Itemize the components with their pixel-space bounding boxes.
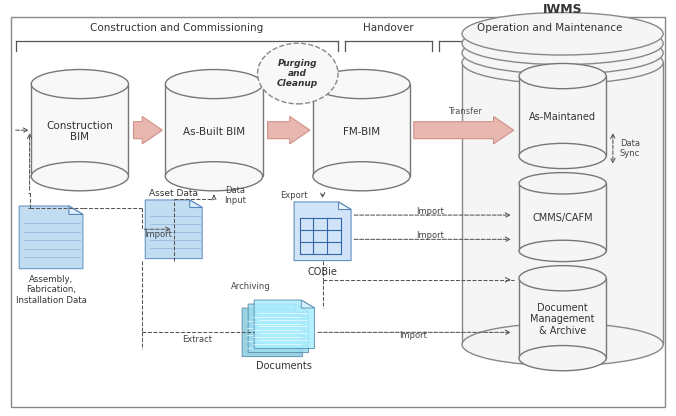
Bar — [462, 62, 663, 344]
Ellipse shape — [31, 69, 128, 99]
Ellipse shape — [519, 144, 606, 168]
Text: CMMS/CAFM: CMMS/CAFM — [532, 213, 593, 223]
Text: Asset Data: Asset Data — [149, 189, 198, 198]
Text: Purging
and
Cleanup: Purging and Cleanup — [277, 59, 318, 89]
Polygon shape — [190, 200, 202, 208]
Text: COBie: COBie — [308, 267, 337, 277]
Bar — [519, 76, 606, 156]
Polygon shape — [295, 304, 308, 312]
Ellipse shape — [31, 162, 128, 191]
Polygon shape — [242, 308, 302, 357]
Bar — [313, 84, 410, 176]
Bar — [166, 84, 262, 176]
Text: Documents: Documents — [256, 361, 312, 371]
Text: IWMS: IWMS — [543, 3, 583, 16]
Ellipse shape — [519, 240, 606, 262]
Text: Import: Import — [399, 331, 427, 340]
Ellipse shape — [258, 43, 338, 104]
Polygon shape — [248, 304, 308, 353]
Polygon shape — [254, 300, 314, 349]
Text: Import: Import — [144, 230, 172, 239]
Ellipse shape — [519, 64, 606, 89]
Polygon shape — [145, 200, 202, 259]
Ellipse shape — [519, 346, 606, 371]
Text: Data
Sync: Data Sync — [620, 139, 640, 158]
Bar — [519, 183, 606, 251]
Text: Export: Export — [281, 191, 308, 200]
Text: Data
Input: Data Input — [224, 186, 246, 206]
Ellipse shape — [462, 22, 663, 64]
Bar — [519, 278, 606, 358]
Text: FM-BIM: FM-BIM — [343, 126, 380, 136]
Ellipse shape — [519, 266, 606, 291]
Text: As-Built BIM: As-Built BIM — [183, 126, 245, 136]
Ellipse shape — [462, 41, 663, 84]
Polygon shape — [19, 206, 83, 269]
Ellipse shape — [462, 323, 663, 366]
Ellipse shape — [166, 162, 262, 191]
Text: Construction
BIM: Construction BIM — [47, 121, 114, 142]
Polygon shape — [294, 202, 351, 260]
Text: Operation and Maintenance: Operation and Maintenance — [477, 23, 622, 33]
Ellipse shape — [313, 162, 410, 191]
Text: Construction and Commissioning: Construction and Commissioning — [91, 23, 264, 33]
Text: Extract: Extract — [183, 335, 212, 344]
Text: Handover: Handover — [363, 23, 414, 33]
FancyArrow shape — [414, 116, 514, 144]
Text: Transfer: Transfer — [448, 107, 482, 116]
Polygon shape — [69, 206, 83, 214]
Ellipse shape — [462, 32, 663, 74]
Text: Import: Import — [416, 207, 444, 215]
Text: Import: Import — [416, 231, 444, 240]
Text: Archiving: Archiving — [231, 282, 270, 291]
Text: Assembly,
Fabrication,
Installation Data: Assembly, Fabrication, Installation Data — [16, 275, 87, 305]
Ellipse shape — [166, 69, 262, 99]
Ellipse shape — [519, 173, 606, 194]
Polygon shape — [289, 308, 302, 316]
Text: As-Maintaned: As-Maintaned — [529, 112, 596, 122]
Ellipse shape — [313, 69, 410, 99]
Polygon shape — [339, 202, 351, 210]
Ellipse shape — [462, 12, 663, 55]
Bar — [31, 84, 128, 176]
FancyArrow shape — [134, 116, 162, 144]
Polygon shape — [301, 300, 314, 308]
FancyArrow shape — [268, 116, 310, 144]
Text: Document
Management
& Archive: Document Management & Archive — [531, 303, 595, 336]
